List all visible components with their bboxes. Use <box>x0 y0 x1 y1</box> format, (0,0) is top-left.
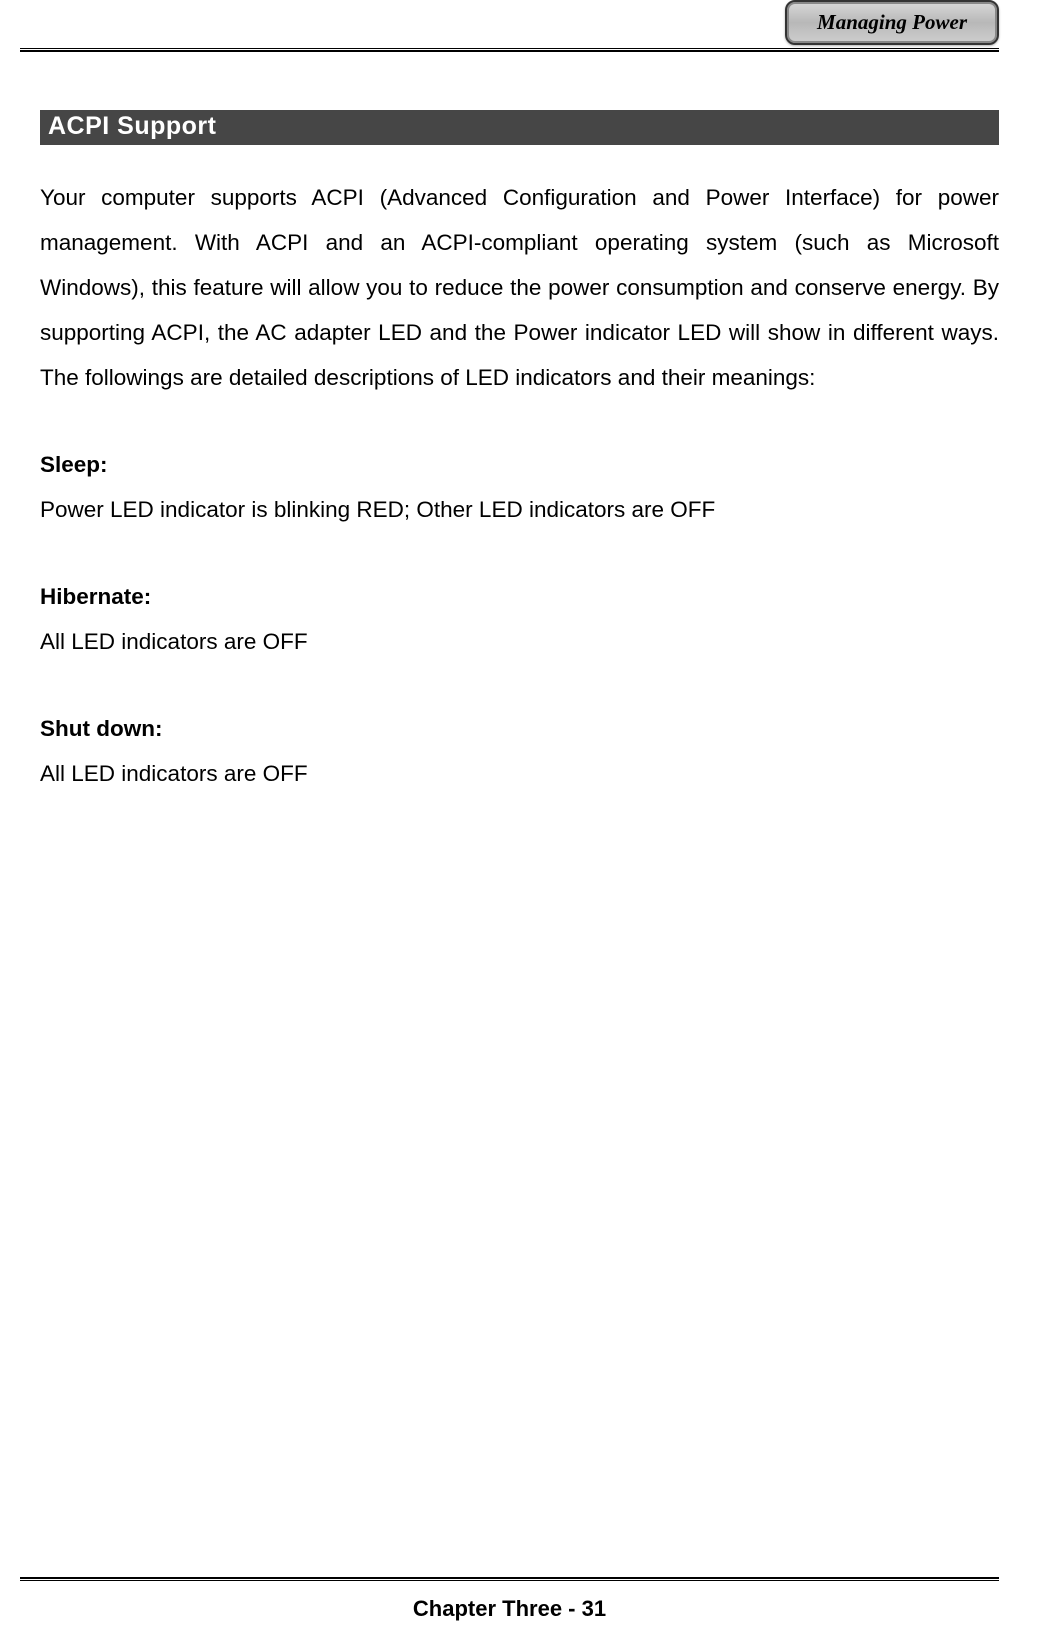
footer-text: Chapter Three - 31 <box>20 1596 999 1622</box>
page-footer: Chapter Three - 31 <box>20 1577 999 1622</box>
state-label: Hibernate: <box>40 574 999 619</box>
state-block-sleep: Sleep: Power LED indicator is blinking R… <box>40 442 999 532</box>
header-rule <box>20 48 999 52</box>
state-description: Power LED indicator is blinking RED; Oth… <box>40 487 999 532</box>
page-container: Managing Power ACPI Support Your compute… <box>0 0 1039 1647</box>
header-badge: Managing Power <box>785 0 999 45</box>
section-title: ACPI Support <box>40 110 999 145</box>
state-label: Sleep: <box>40 442 999 487</box>
state-block-hibernate: Hibernate: All LED indicators are OFF <box>40 574 999 664</box>
state-description: All LED indicators are OFF <box>40 751 999 796</box>
state-description: All LED indicators are OFF <box>40 619 999 664</box>
header-badge-text: Managing Power <box>817 10 967 34</box>
state-block-shutdown: Shut down: All LED indicators are OFF <box>40 706 999 796</box>
page-header: Managing Power <box>0 0 1039 60</box>
footer-rule <box>20 1577 999 1581</box>
intro-paragraph: Your computer supports ACPI (Advanced Co… <box>40 175 999 400</box>
state-label: Shut down: <box>40 706 999 751</box>
page-content: ACPI Support Your computer supports ACPI… <box>0 60 1039 796</box>
